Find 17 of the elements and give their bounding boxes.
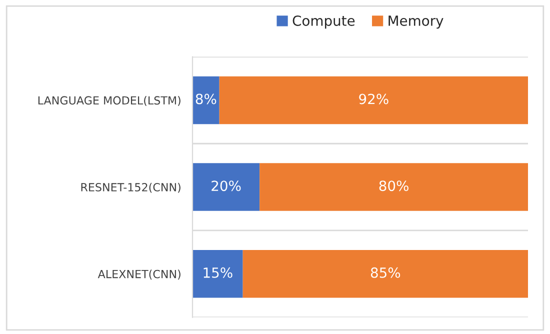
bar bbox=[192, 163, 260, 211]
data-label: 85% bbox=[370, 267, 400, 278]
data-label: 15% bbox=[204, 267, 232, 278]
bar bbox=[192, 250, 243, 298]
legend-label: Memory bbox=[388, 16, 444, 29]
y-tick-label: RESNET-152(CNN) bbox=[81, 182, 180, 193]
bar bbox=[242, 250, 528, 298]
bar bbox=[219, 76, 528, 124]
legend-label: Compute bbox=[292, 15, 355, 29]
bar bbox=[192, 76, 220, 124]
y-tick-label: LANGUAGE MODEL(LSTM) bbox=[38, 96, 180, 106]
data-label: 80% bbox=[379, 180, 408, 192]
data-label: 92% bbox=[359, 94, 388, 104]
data-label: 8% bbox=[196, 94, 216, 104]
data-label: 20% bbox=[212, 180, 241, 192]
y-tick-label: ALEXNET(CNN) bbox=[98, 270, 180, 280]
bar bbox=[260, 163, 528, 211]
